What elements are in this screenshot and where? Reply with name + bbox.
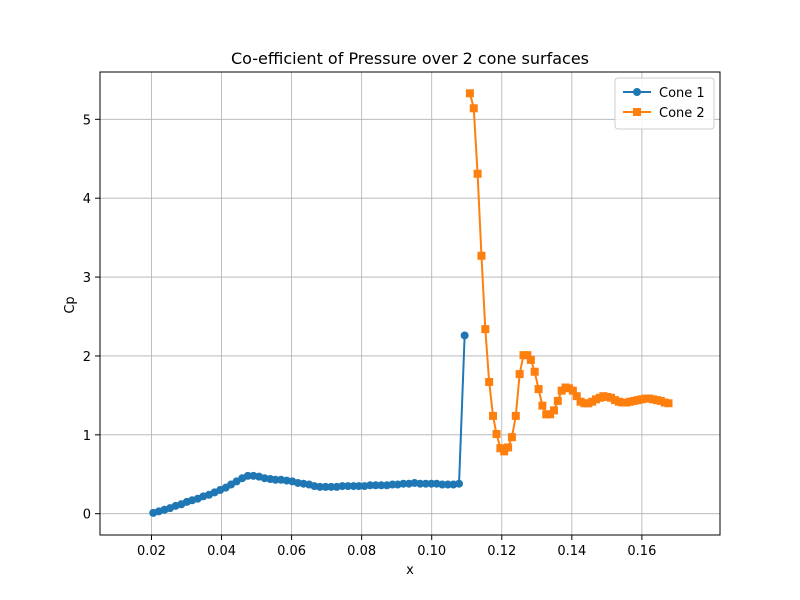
grid-lines — [100, 72, 720, 535]
series-2-point — [481, 325, 490, 334]
series-2-group — [465, 89, 673, 456]
series-2-point — [511, 411, 520, 420]
series-2-point — [530, 367, 539, 376]
series-2-point — [568, 386, 577, 395]
y-axis-label: Cp — [63, 296, 78, 313]
plot-frame — [99, 71, 721, 536]
series-2-point — [553, 396, 562, 405]
series-2-point — [507, 433, 516, 442]
y-tick-label: 5 — [83, 113, 91, 128]
series-1-point — [315, 482, 324, 491]
series-1-point — [321, 482, 330, 491]
chart-title: Co-efficient of Pressure over 2 cone sur… — [231, 49, 589, 68]
legend-item: Cone 1 — [623, 86, 705, 101]
series-1-point — [344, 482, 352, 491]
series-2-point — [515, 370, 524, 379]
series-1-point — [327, 482, 336, 491]
x-tick-label: 0.04 — [207, 544, 236, 559]
plot-series — [149, 89, 673, 517]
x-tick-label: 0.12 — [487, 544, 516, 559]
series-1-point — [371, 481, 380, 490]
x-axis-label: x — [406, 563, 414, 578]
legend-item: Cone 2 — [623, 106, 705, 121]
axis-ticks: 0.02 0.04 0.06 0.08 0.10 0.12 0.14 0.16 0 1 2 3 4 5 — [83, 113, 657, 559]
series-2-point — [492, 430, 501, 439]
series-2-point — [489, 411, 498, 420]
series-1-point — [421, 479, 430, 488]
legend-label: Cone 2 — [659, 106, 705, 121]
series-2-point — [534, 385, 543, 394]
series-2-point — [477, 251, 486, 260]
series-1-point — [377, 481, 386, 490]
series-2-point — [465, 89, 474, 98]
series-1-point — [243, 471, 252, 480]
series-1-point — [416, 479, 425, 488]
series-1-point — [455, 479, 464, 488]
legend-marker-swatch — [633, 88, 641, 96]
series-2-point — [664, 399, 673, 408]
series-2-point — [469, 104, 478, 113]
series-2-point — [549, 406, 558, 415]
series-2-point — [526, 355, 535, 364]
series-2-point — [538, 401, 547, 410]
series-1-point — [438, 480, 447, 489]
x-tick-label: 0.10 — [417, 544, 446, 559]
series-1-group — [149, 331, 469, 517]
series-2-point — [504, 443, 513, 452]
series-1-point — [460, 331, 469, 340]
legend-marker-swatch — [633, 108, 641, 116]
series-1-point — [338, 482, 347, 491]
legend: Cone 1 Cone 2 — [614, 77, 715, 130]
series-1-point — [354, 482, 363, 491]
x-tick-label: 0.16 — [627, 544, 656, 559]
series-2-point — [523, 351, 532, 360]
series-2-point — [473, 169, 482, 178]
x-tick-label: 0.14 — [557, 544, 586, 559]
y-tick-label: 1 — [83, 429, 91, 444]
series-1-point — [443, 480, 452, 489]
y-tick-label: 4 — [83, 192, 91, 207]
y-tick-label: 3 — [83, 271, 91, 286]
series-1-point — [271, 475, 280, 484]
x-tick-label: 0.08 — [347, 544, 376, 559]
legend-label: Cone 1 — [659, 86, 705, 101]
x-tick-label: 0.06 — [277, 544, 306, 559]
y-tick-label: 2 — [83, 350, 91, 365]
x-tick-label: 0.02 — [137, 544, 166, 559]
series-2-point — [485, 377, 494, 386]
series-1-point — [366, 481, 375, 490]
y-tick-label: 0 — [83, 508, 91, 523]
series-2-point — [572, 392, 581, 401]
series-1-point — [399, 479, 408, 488]
